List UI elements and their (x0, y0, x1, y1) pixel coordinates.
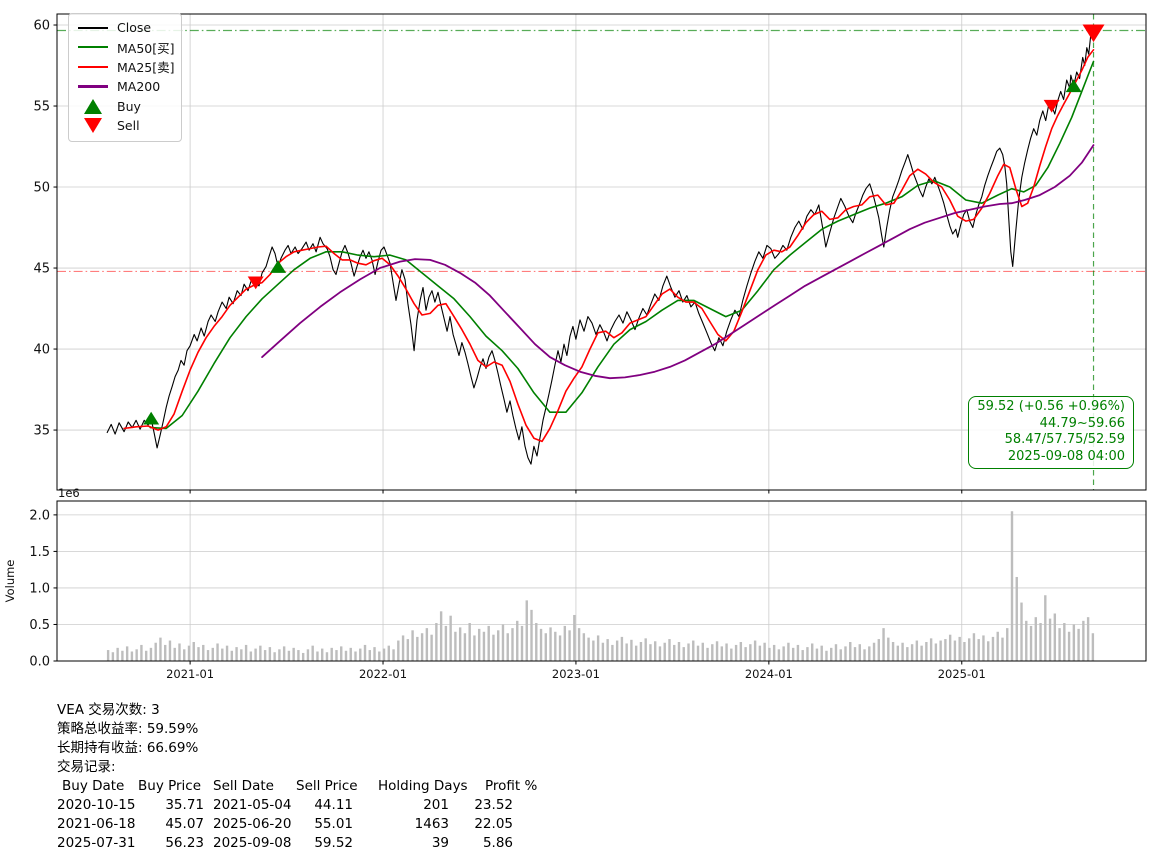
annotation-price-change: 59.52 (+0.56 +0.96%) (977, 399, 1125, 414)
trade-buy-date: 2020-10-15 (57, 797, 136, 813)
buy-triangle-icon (77, 98, 109, 114)
legend-label: Close (117, 20, 152, 36)
trade-sell-date: 2021-05-04 (213, 797, 292, 813)
trade-buy-price: 35.71 (165, 797, 204, 813)
col-buy-date: Buy Date (62, 778, 125, 794)
svg-text:0.0: 0.0 (29, 655, 50, 670)
svg-text:50: 50 (33, 181, 50, 196)
trade-holding-days: 1463 (414, 816, 449, 832)
trade-buy-date: 2021-06-18 (57, 816, 136, 832)
svg-text:2023-01: 2023-01 (552, 667, 600, 681)
strategy-return-line: 策略总收益率: 59.59% (57, 721, 199, 737)
svg-text:35: 35 (33, 424, 50, 439)
col-sell-date: Sell Date (213, 778, 274, 794)
trade-sell-price: 44.11 (314, 797, 353, 813)
annotation-ma-values: 58.47/57.75/52.59 (1004, 432, 1125, 447)
trade-sell-price: 59.52 (314, 835, 353, 851)
ma25-line-swatch (77, 65, 109, 69)
legend-item-close: Close (77, 18, 173, 38)
svg-text:0.5: 0.5 (29, 618, 50, 633)
trade-buy-price: 45.07 (165, 816, 204, 832)
trade-table-header: Buy Date Buy Price Sell Date Sell Price … (57, 777, 617, 796)
svg-text:2.0: 2.0 (29, 508, 50, 523)
trade-records-title: 交易记录: (57, 759, 116, 775)
legend-label: Sell (117, 118, 140, 134)
svg-text:Volume: Volume (3, 560, 17, 603)
svg-text:40: 40 (33, 343, 50, 358)
legend-item-ma25: MA25[卖] (77, 57, 175, 77)
trade-row: 2020-10-15 35.71 2021-05-04 44.11 201 23… (57, 796, 617, 815)
legend-label: MA200 (117, 79, 161, 95)
svg-text:45: 45 (33, 262, 50, 277)
svg-text:1.5: 1.5 (29, 545, 50, 560)
col-buy-price: Buy Price (138, 778, 202, 794)
legend-label: MA25[卖] (117, 60, 175, 76)
svg-text:1e6: 1e6 (58, 486, 80, 500)
svg-text:55: 55 (33, 100, 50, 115)
legend-item-buy: Buy (77, 96, 173, 116)
legend: Close MA50[买] MA25[卖] MA200 Buy Sell (68, 13, 182, 142)
trade-holding-days: 39 (431, 835, 449, 851)
hold-return-line: 长期持有收益: 66.69% (57, 740, 199, 756)
svg-text:2024-01: 2024-01 (745, 667, 793, 681)
trade-holding-days: 201 (423, 797, 449, 813)
ma50-line-swatch (77, 46, 109, 49)
trade-profit: 5.86 (482, 835, 513, 851)
legend-label: MA50[买] (117, 40, 175, 56)
legend-label: Buy (117, 98, 141, 114)
svg-text:60: 60 (33, 19, 50, 34)
col-profit: Profit % (485, 778, 538, 794)
trade-row: 2021-06-18 45.07 2025-06-20 55.01 1463 2… (57, 815, 617, 834)
trade-row: 2025-07-31 56.23 2025-09-08 59.52 39 5.8… (57, 834, 617, 853)
trade-sell-date: 2025-06-20 (213, 816, 292, 832)
col-holding-days: Holding Days (378, 778, 468, 794)
svg-text:2022-01: 2022-01 (359, 667, 407, 681)
annotation-timestamp: 2025-09-08 04:00 (1007, 448, 1125, 464)
legend-item-ma50: MA50[买] (77, 38, 175, 58)
trade-sell-price: 55.01 (314, 816, 353, 832)
sell-triangle-icon (77, 118, 109, 134)
trade-sell-date: 2025-09-08 (213, 835, 292, 851)
annotation-range: 44.79~59.66 (1039, 415, 1125, 431)
legend-item-sell: Sell (77, 116, 173, 136)
svg-text:2021-01: 2021-01 (166, 667, 214, 681)
trade-count-line: VEA 交易次数: 3 (57, 702, 160, 718)
price-annotation: 59.52 (+0.56 +0.96%) 44.79~59.66 58.47/5… (968, 396, 1134, 469)
col-sell-price: Sell Price (296, 778, 358, 794)
strategy-summary: VEA 交易次数: 3 策略总收益率: 59.59% 长期持有收益: 66.69… (57, 701, 617, 853)
trade-profit: 23.52 (474, 797, 513, 813)
legend-item-ma200: MA200 (77, 77, 173, 97)
trade-buy-date: 2025-07-31 (57, 835, 136, 851)
trade-buy-price: 56.23 (165, 835, 204, 851)
ma200-line-swatch (77, 85, 109, 88)
close-line-swatch (77, 26, 109, 29)
svg-text:1.0: 1.0 (29, 581, 50, 596)
svg-text:2025-01: 2025-01 (938, 667, 986, 681)
trade-profit: 22.05 (474, 816, 513, 832)
